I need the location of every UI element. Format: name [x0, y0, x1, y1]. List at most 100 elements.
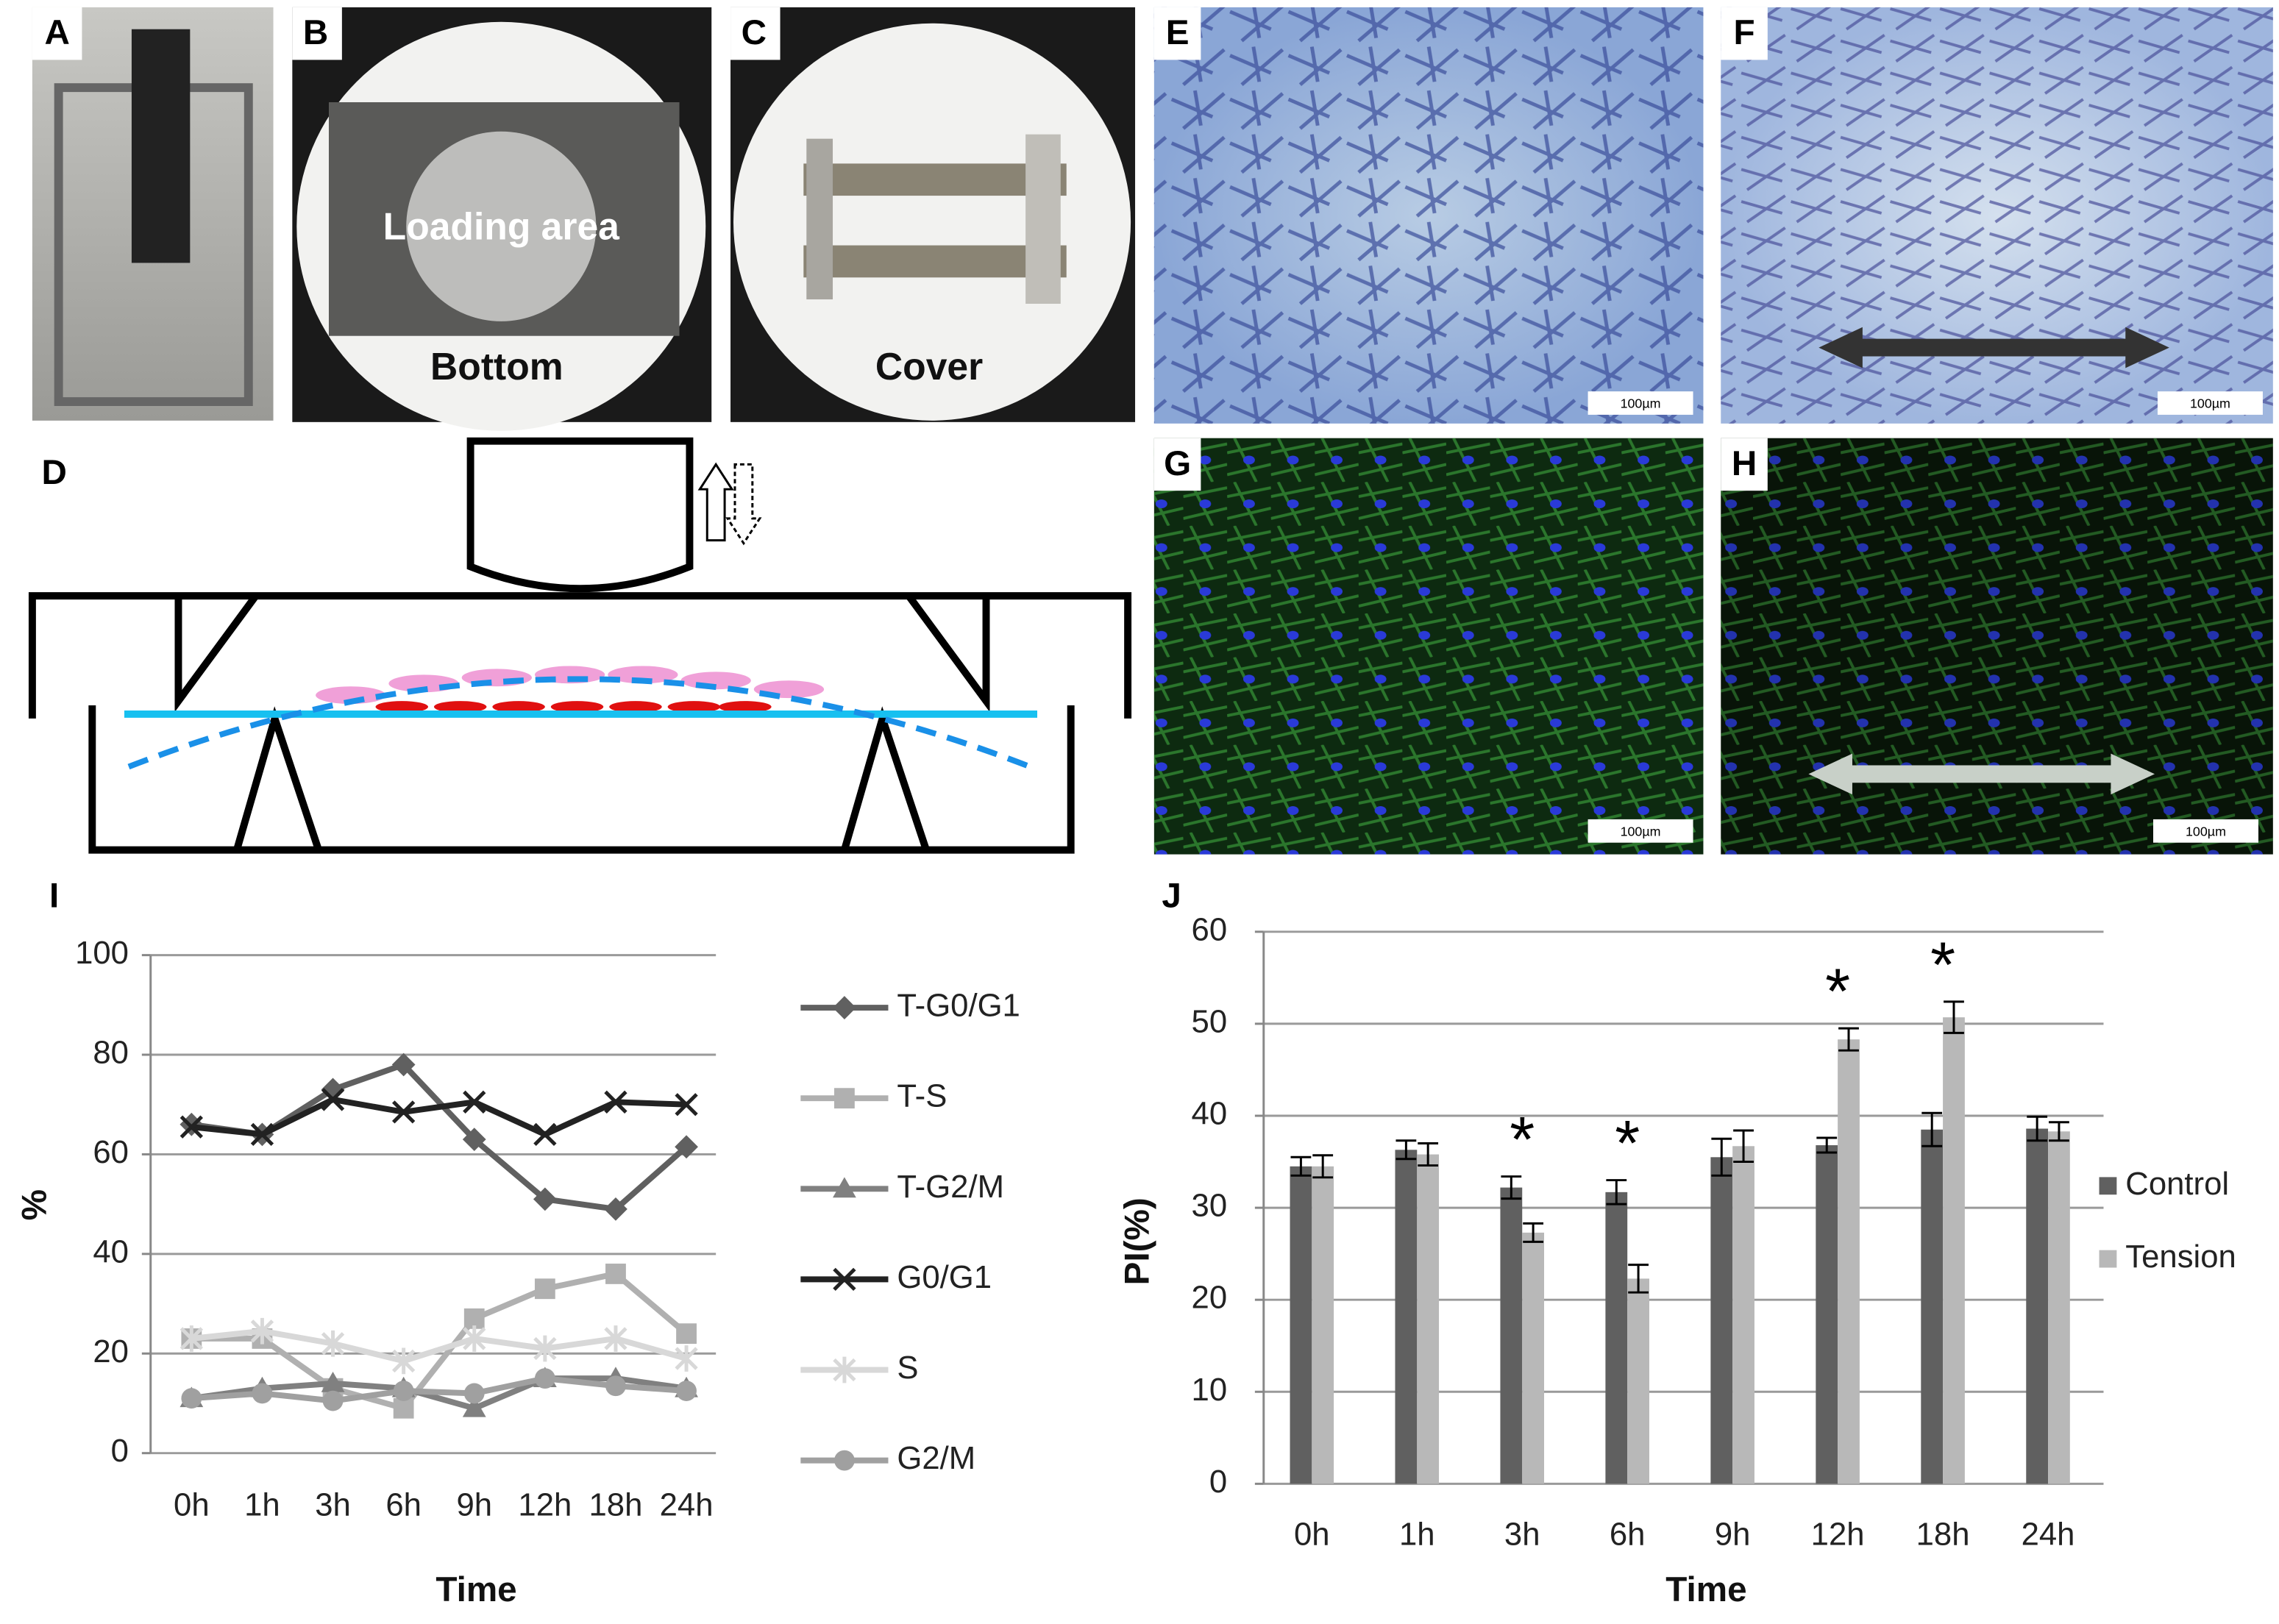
y-tick-label: 60: [1192, 911, 1228, 947]
marker: [833, 1177, 856, 1198]
y-tick-label: 20: [93, 1333, 129, 1370]
marker: [393, 1397, 414, 1419]
bar: [803, 245, 1067, 278]
x-tick-label: 6h: [385, 1487, 422, 1523]
x-tick-label: 18h: [589, 1487, 643, 1523]
x-tick-label: 12h: [1811, 1516, 1865, 1552]
x-tick-label: 3h: [1504, 1516, 1540, 1552]
piston: [466, 437, 694, 593]
legend-label: T-S: [897, 1078, 947, 1114]
x-tick-label: 18h: [1916, 1516, 1970, 1552]
label-box: [1721, 438, 1768, 491]
error-bar: [1418, 1142, 1439, 1167]
stretch-arrow: [1818, 327, 2169, 368]
x-tick-label: 0h: [1294, 1516, 1330, 1552]
error-bar: [1733, 1129, 1754, 1164]
legend-label: Tension: [2125, 1239, 2236, 1275]
x-axis-title: Time: [1665, 1570, 1746, 1609]
y-tick-label: 40: [1192, 1096, 1228, 1132]
bar: [1838, 1039, 1860, 1484]
marker: [252, 1383, 273, 1404]
y-tick-label: 60: [93, 1134, 129, 1170]
frame: [28, 592, 1132, 719]
marker: [605, 1264, 626, 1284]
panel-label: J: [1162, 877, 1181, 916]
bar: [1500, 1187, 1523, 1484]
photo-a: A: [32, 7, 274, 421]
scale-bar: [2153, 819, 2258, 843]
panel-label: H: [1732, 444, 1757, 483]
marker: [181, 1388, 202, 1409]
x-tick-label: 6h: [1610, 1516, 1646, 1552]
marker: [391, 1053, 416, 1077]
label-box: [1153, 438, 1201, 491]
y-tick-label: 40: [93, 1233, 129, 1269]
x-tick-label: 1h: [1399, 1516, 1435, 1552]
panel-label: D: [41, 453, 66, 492]
panel-label: F: [1733, 13, 1754, 52]
y-tick-label: 0: [1209, 1464, 1227, 1500]
marker: [462, 1396, 486, 1417]
arrow-down: [725, 463, 762, 546]
bar: [1710, 1157, 1733, 1484]
photo-h: H 100µm: [1721, 438, 2273, 855]
marker: [250, 1317, 274, 1345]
error-bar: [1523, 1222, 1544, 1243]
marker: [533, 1335, 557, 1362]
stretched-membrane: [127, 676, 1031, 770]
legend-label: S: [897, 1350, 918, 1386]
label-box: [1153, 7, 1201, 60]
marker: [534, 1368, 555, 1389]
label-box: [32, 7, 82, 60]
bar: [1417, 1154, 1440, 1484]
error-bar: [1838, 1027, 1859, 1052]
scale-text: 100µm: [1621, 396, 1661, 411]
error-bar: [1312, 1154, 1334, 1179]
label-box: [1721, 7, 1768, 60]
scale-text: 100µm: [2190, 396, 2230, 411]
x-tick-label: 24h: [2022, 1516, 2075, 1552]
bar: [1312, 1166, 1334, 1484]
x-axis-title: Time: [435, 1570, 516, 1609]
marker: [676, 1381, 697, 1401]
bar: [1395, 1150, 1418, 1484]
bar: [1627, 1278, 1649, 1484]
panel-label: A: [44, 13, 69, 52]
legend-label: G2/M: [897, 1440, 975, 1476]
dish: [733, 23, 1131, 421]
y-tick-label: 0: [111, 1433, 129, 1469]
marker: [391, 1347, 416, 1375]
x-tick-label: 0h: [174, 1487, 210, 1523]
label-box: [292, 7, 342, 60]
marker: [604, 1325, 627, 1352]
bar: [1732, 1146, 1754, 1484]
y-tick-label: 50: [1192, 1003, 1228, 1039]
clamp: [1025, 134, 1061, 304]
bar: [1605, 1192, 1628, 1484]
series-line: [191, 1270, 689, 1412]
marker: [604, 1090, 627, 1114]
marker: [676, 1323, 697, 1345]
marker: [391, 1100, 416, 1124]
support: [841, 706, 930, 852]
error-bar: [1396, 1139, 1417, 1161]
bar: [1816, 1145, 1838, 1484]
bar: [803, 163, 1067, 196]
support: [233, 706, 322, 852]
y-tick-label: 10: [1192, 1372, 1228, 1408]
panel-label: E: [1166, 13, 1190, 52]
photo-f: F 100µm: [1721, 7, 2273, 424]
marker: [322, 1390, 344, 1411]
error-bar: [1816, 1136, 1838, 1154]
error-bar: [1711, 1137, 1732, 1177]
y-axis-title: PI(%): [1118, 1197, 1157, 1285]
scale-text: 100µm: [2186, 825, 2226, 839]
series-line: [191, 1375, 687, 1404]
holder: [174, 594, 259, 713]
marker: [834, 1450, 855, 1471]
scale-text: 100µm: [1621, 825, 1661, 839]
x-tick-label: 1h: [244, 1487, 280, 1523]
error-bar: [1290, 1155, 1312, 1177]
marker: [321, 1372, 345, 1392]
